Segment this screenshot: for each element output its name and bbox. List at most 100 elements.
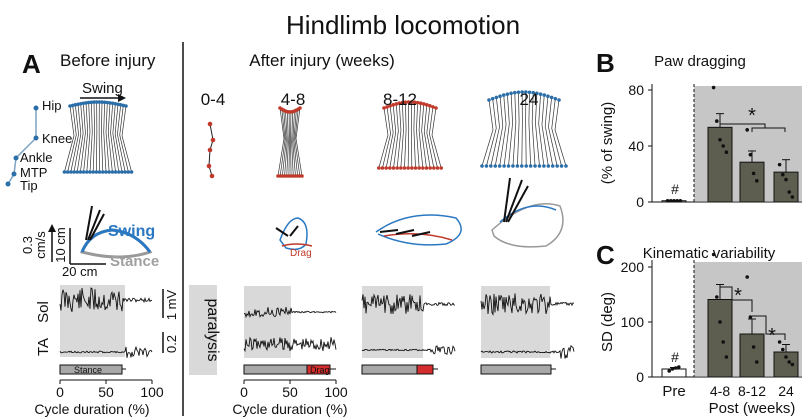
stick-line [110,103,116,173]
stick-line [494,96,504,167]
panel-c-x-label: Post (weeks) [709,400,796,417]
joint-dot [397,101,402,106]
joint-dot [520,90,524,94]
data-point [721,144,725,148]
panel-b-y-label: (% of swing) [599,102,616,185]
emg-trace [59,345,153,358]
data-point [715,295,719,299]
emg-trace [243,336,337,353]
stick-line [512,92,517,167]
joint-dot [113,101,118,106]
stick-line [121,105,132,173]
data-point [777,340,782,344]
joint-dot [424,166,429,170]
data-point [718,137,722,142]
stick-line [554,99,567,167]
data-point [745,128,749,132]
joint-dot [557,98,561,102]
joint-dot [527,90,532,95]
swing-arrow-label: Swing [82,80,123,97]
x-tick: 0 [240,384,248,400]
stick-line [114,104,123,173]
stick-line [292,111,296,177]
stick-line [290,111,292,177]
joint-dot [300,174,304,178]
stick-line [429,106,438,169]
stick-line [486,98,497,167]
y-tick: 0 [636,369,644,385]
data-point [751,171,756,176]
emg-ta-label: TA [35,338,52,356]
stick-line [404,102,407,169]
stick-line [117,104,126,173]
joint-dot [498,94,502,98]
joint-dot [537,164,542,168]
panel-b-letter: B [596,48,615,78]
joint-dot [81,101,86,106]
joint-dot [431,105,435,109]
joint-dot [76,102,80,107]
joint-dot [502,164,506,168]
stick-line [503,94,510,167]
data-point [670,367,675,371]
y-tick: 100 [621,314,645,330]
stick-line [517,92,520,167]
joint-dot [421,166,425,170]
stick-diagram-4-8 [276,106,304,178]
panel-c-hash: # [671,349,679,365]
joint-dot [69,170,73,174]
joint-dot [494,95,499,100]
emg-trace [361,293,456,314]
data-point [751,345,756,349]
category-label: Pre [662,383,685,400]
joint-dot [120,170,124,174]
category-label: 24 [778,383,794,399]
emg-trace [243,307,337,319]
panel-b-bars [661,85,799,203]
joint-dot [104,170,108,174]
stick-line [499,95,507,167]
data-point [669,198,673,203]
joint-dot [506,164,511,168]
stick-line [490,97,500,167]
joint-dot [487,98,491,102]
stick-diagram-24 [480,90,568,168]
joint-dot [509,91,513,96]
joint-dot [555,164,559,168]
joint-dot [388,166,392,170]
joint-dot [418,101,423,106]
emg-traces [59,287,575,359]
data-point [724,150,729,155]
x-axis-label: Cycle duration (%) [232,401,347,417]
stick-line [393,103,399,169]
joint-dot [489,164,493,168]
endpoint-trajectory-24 [491,177,564,248]
scale-20cm: 20 cm [62,264,97,279]
panel-b-star: * [748,105,756,127]
x-tick: 100 [324,384,348,400]
endpoint-trajectory-8-12 [375,214,462,246]
swing-word: Swing [108,223,155,240]
joint-dot [94,170,99,174]
joint-dot [519,164,524,168]
x-tick: 50 [98,384,114,400]
stick-line [286,111,289,177]
stick-line [105,102,110,173]
joint-dot [78,170,83,174]
stick-line [291,111,294,177]
before-injury-label: Before injury [60,51,156,70]
stick-line [70,104,79,173]
stick-line [101,102,104,173]
panel-c-y-ticks: 0 100 200 [621,259,652,385]
joint-dot [117,170,121,174]
bar [739,161,765,203]
stick-line [400,102,404,169]
joint-dot [524,164,529,168]
stick-line [416,102,420,169]
joint-dot [78,101,83,106]
period-label: 4-8 [281,90,306,109]
stick-line [544,96,554,167]
stick-line [385,105,394,169]
stick-diagram-pre-injury [62,100,134,174]
period-label: 0-4 [201,90,226,109]
